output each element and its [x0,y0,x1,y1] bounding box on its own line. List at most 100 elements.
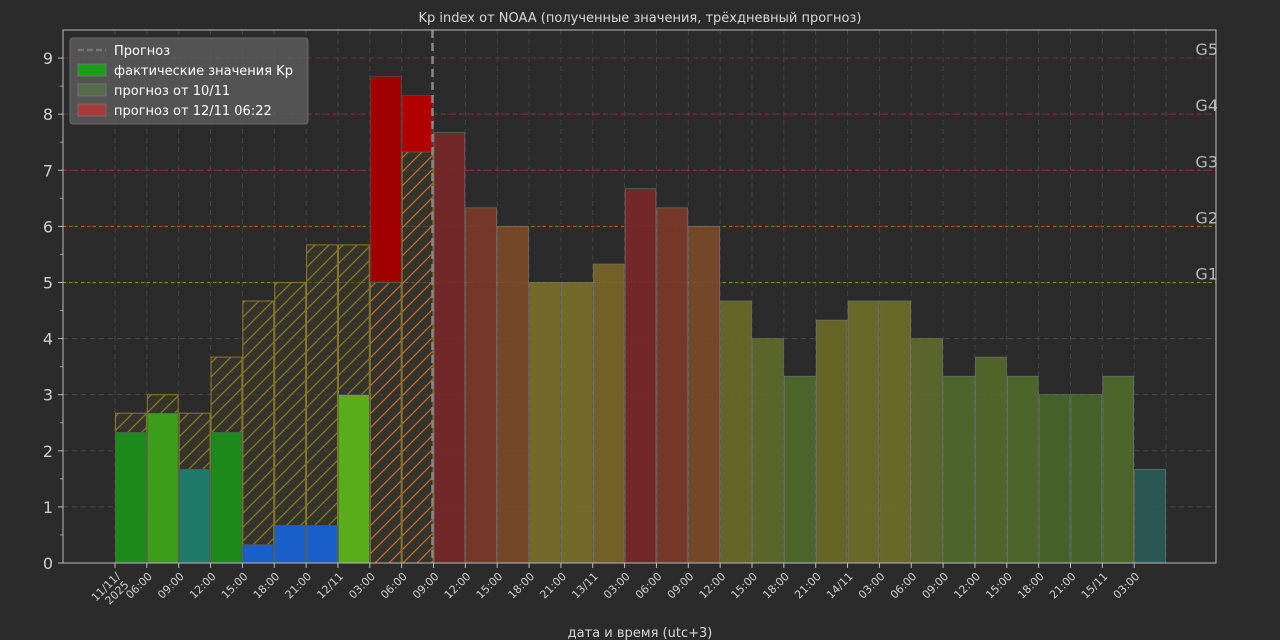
threshold-label: G3 [1195,152,1218,171]
x-tick-label: 15:00 [983,570,1015,602]
forecast-10-11-bar-hatch [274,281,307,564]
forecast-12-11-bar [1038,394,1071,564]
x-tick-label: 15/11 [1079,570,1111,602]
forecast-12-11-bar [465,207,498,564]
x-tick-label: 09:00 [920,570,952,602]
x-tick-label: 14/11 [824,570,856,602]
forecast-10-11-bar-hatch [306,244,338,564]
legend-box [69,37,309,125]
y-tick-label: 6 [43,217,53,236]
forecast-10-11-bar-hatch [401,151,434,564]
x-tick-label: 12:00 [951,570,983,602]
x-tick-label: 15:00 [729,570,761,602]
actual-kp-bar [369,76,402,283]
x-tick-label-line: 12:00 [442,570,474,602]
x-tick-label: 15:00 [474,570,506,602]
x-tick-label: 18:00 [1015,570,1047,602]
x-tick-label: 18:00 [251,570,283,602]
x-tick-label-line: 18:00 [251,570,283,602]
x-tick-label-line: 21:00 [537,570,569,602]
actual-kp-bar [401,95,434,153]
x-tick-label-line: 09:00 [410,570,442,602]
threshold-label: G2 [1195,208,1218,227]
x-tick-label: 06:00 [378,570,410,602]
x-tick-label: 21:00 [537,570,569,602]
actual-kp-bar [210,431,243,564]
forecast-12-11-bar [879,300,912,564]
x-axis-label: дата и время (utc+3) [568,626,713,640]
actual-kp-bar [274,525,306,564]
x-tick-label-line: 15:00 [219,570,251,602]
forecast-12-11-bar [943,375,975,564]
forecast-12-11-bar [656,207,689,564]
legend-label: прогноз от 10/11 [114,84,230,99]
x-tick-label: 09:00 [410,570,442,602]
actual-kp-bar [115,431,147,564]
legend-swatch [77,103,107,117]
x-tick-label: 18:00 [760,570,792,602]
forecast-12-11-bar [784,375,816,564]
x-tick-label-line: 18:00 [760,570,792,602]
legend: Прогноз фактические значения Kp прогноз от… [69,37,309,125]
x-tick-label: 15:00 [219,570,251,602]
legend-label: фактические значения Kp [114,64,293,79]
threshold-label: G1 [1195,264,1218,283]
forecast-12-11-bar [1134,469,1166,564]
forecast-12-11-bar [815,319,848,564]
x-tick-label: 06:00 [888,570,920,602]
x-tick-label: 12:00 [697,570,729,602]
forecast-12-11-bar [975,356,1007,564]
actual-kp-bar [242,544,275,564]
y-tick-label: 7 [43,161,53,180]
x-tick-label: 13/11 [569,570,601,602]
x-tick-label-line: 12/11 [314,570,346,602]
forecast-12-11-bar [847,300,880,564]
x-tick-label: 09:00 [155,570,187,602]
forecast-12-11-bar [688,226,720,564]
x-tick-label: 18:00 [506,570,538,602]
forecast-12-11-bar [529,282,561,564]
x-tick-label-line: 21:00 [283,570,315,602]
x-tick-label: 09:00 [665,570,697,602]
actual-kp-bar [147,412,179,564]
legend-swatch [77,83,107,97]
y-tick-label: 0 [43,554,53,573]
x-tick-label-line: 09:00 [155,570,187,602]
x-tick-label-line: 09:00 [920,570,952,602]
x-tick-label-line: 12:00 [951,570,983,602]
x-tick-label: 21:00 [792,570,824,602]
forecast-12-11-bar [561,282,593,564]
x-tick-label-line: 06:00 [888,570,920,602]
x-tick-label-line: 12:00 [187,570,219,602]
x-tick-label-line: 03:00 [346,570,378,602]
x-tick-label-line: 13/11 [569,570,601,602]
forecast-12-11-bar [720,300,752,564]
forecast-10-11-bar-hatch [242,300,275,564]
x-tick-label-line: 15:00 [983,570,1015,602]
y-tick-label: 8 [43,105,53,124]
x-tick-label-line: 15/11 [1079,570,1111,602]
x-tick-label-line: 21:00 [792,570,824,602]
x-tick-label-line: 15:00 [474,570,506,602]
x-tick-label: 12/11 [314,570,346,602]
actual-kp-bar [178,469,211,564]
x-tick-label-line: 12:00 [697,570,729,602]
x-tick-label: 12:00 [187,570,219,602]
bars [115,30,1166,564]
forecast-12-11-bar [497,226,529,564]
legend-label: Прогноз [114,44,170,59]
y-tick-label: 9 [43,49,53,68]
forecast-12-11-bar [1070,394,1103,564]
threshold-label: G4 [1195,96,1218,115]
x-tick-label-line: 14/11 [824,570,856,602]
x-tick-label-line: 18:00 [1015,570,1047,602]
x-tick-label: 06:00 [633,570,665,602]
x-tick-label: 03:00 [856,570,888,602]
axes-frame [62,29,1217,564]
legend-label: прогноз от 12/11 06:22 [114,104,272,119]
y-tick-label: 2 [43,442,53,461]
x-tick-label-line: 03:00 [856,570,888,602]
x-tick-label-line: 18:00 [506,570,538,602]
